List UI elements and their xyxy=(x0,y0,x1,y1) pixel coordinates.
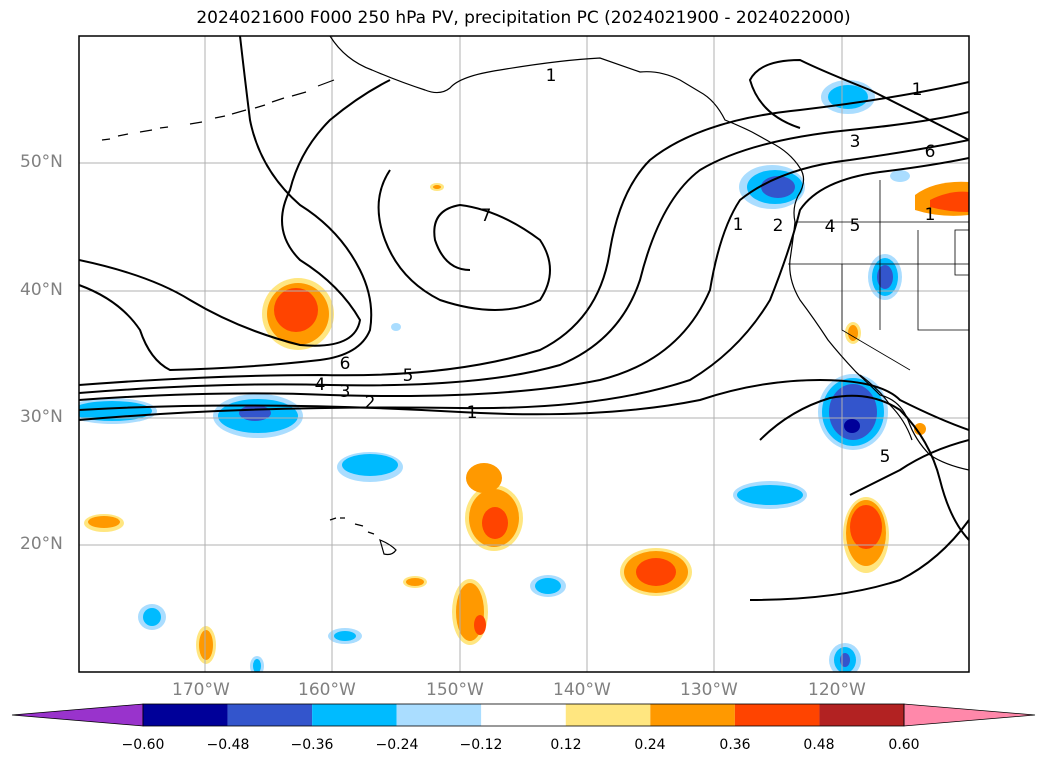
colorbar-tick: 0.12 xyxy=(550,737,582,753)
colorbar-extend-min xyxy=(11,703,144,727)
gridlines xyxy=(79,36,969,672)
contour-label: 3 xyxy=(849,132,861,152)
lon-label-150w: 150°W xyxy=(426,680,484,700)
lat-label-50n: 50°N xyxy=(20,152,63,172)
lon-label-170w: 170°W xyxy=(172,680,230,700)
contour-label: 3 xyxy=(339,382,351,402)
colorbar-extend-max xyxy=(903,703,1036,727)
contour-label: 1 xyxy=(545,66,557,86)
contour-label: 1 xyxy=(466,403,478,423)
colorbar-tick: −0.12 xyxy=(459,737,503,753)
map-frame xyxy=(78,35,970,673)
lat-label-30n: 30°N xyxy=(20,407,63,427)
map-title: 2024021600 F000 250 hPa PV, precipitatio… xyxy=(196,8,851,28)
lon-label-160w: 160°W xyxy=(298,680,356,700)
colorbar-segment xyxy=(143,704,228,726)
colorbar-tick: −0.36 xyxy=(290,737,334,753)
contour-label: 6 xyxy=(924,142,936,162)
colorbar-tick: −0.48 xyxy=(206,737,250,753)
colorbar-segment xyxy=(227,704,313,726)
colorbar-segment xyxy=(650,704,735,726)
contour-label: 4 xyxy=(314,375,326,395)
colorbar-segment xyxy=(312,704,397,726)
coastlines xyxy=(101,36,969,556)
contour-label: 1 xyxy=(732,215,744,235)
colorbar xyxy=(11,703,1036,727)
contour-label: 5 xyxy=(849,216,861,236)
lon-label-130w: 130°W xyxy=(680,680,738,700)
colorbar-segment xyxy=(396,704,482,726)
colorbar-tick: 0.24 xyxy=(634,737,666,753)
contour-label: 5 xyxy=(879,447,891,467)
colorbar-segment xyxy=(481,704,566,726)
colorbar-tick: 0.60 xyxy=(888,737,920,753)
lat-label-20n: 20°N xyxy=(20,534,63,554)
contour-label: 1 xyxy=(911,80,923,100)
colorbar-outline xyxy=(142,703,905,727)
contour-label: 1 xyxy=(924,205,936,225)
contour-label: 6 xyxy=(339,354,351,374)
lon-label-120w: 120°W xyxy=(808,680,866,700)
contour-label: 2 xyxy=(364,393,376,413)
lon-label-140w: 140°W xyxy=(553,680,611,700)
colorbar-segment xyxy=(734,704,820,726)
colorbar-tick: −0.24 xyxy=(375,737,419,753)
colorbar-tick: −0.60 xyxy=(121,737,165,753)
colorbar-segment xyxy=(565,704,651,726)
colorbar-tick: 0.36 xyxy=(719,737,751,753)
pv-contours xyxy=(79,36,969,601)
colorbar-segment xyxy=(819,704,904,726)
contour-label: 5 xyxy=(402,366,414,386)
contour-label: 2 xyxy=(772,216,784,236)
lat-label-40n: 40°N xyxy=(20,280,63,300)
contour-label: 7 xyxy=(480,206,492,226)
contour-label: 4 xyxy=(824,217,836,237)
colorbar-tick: 0.48 xyxy=(803,737,835,753)
